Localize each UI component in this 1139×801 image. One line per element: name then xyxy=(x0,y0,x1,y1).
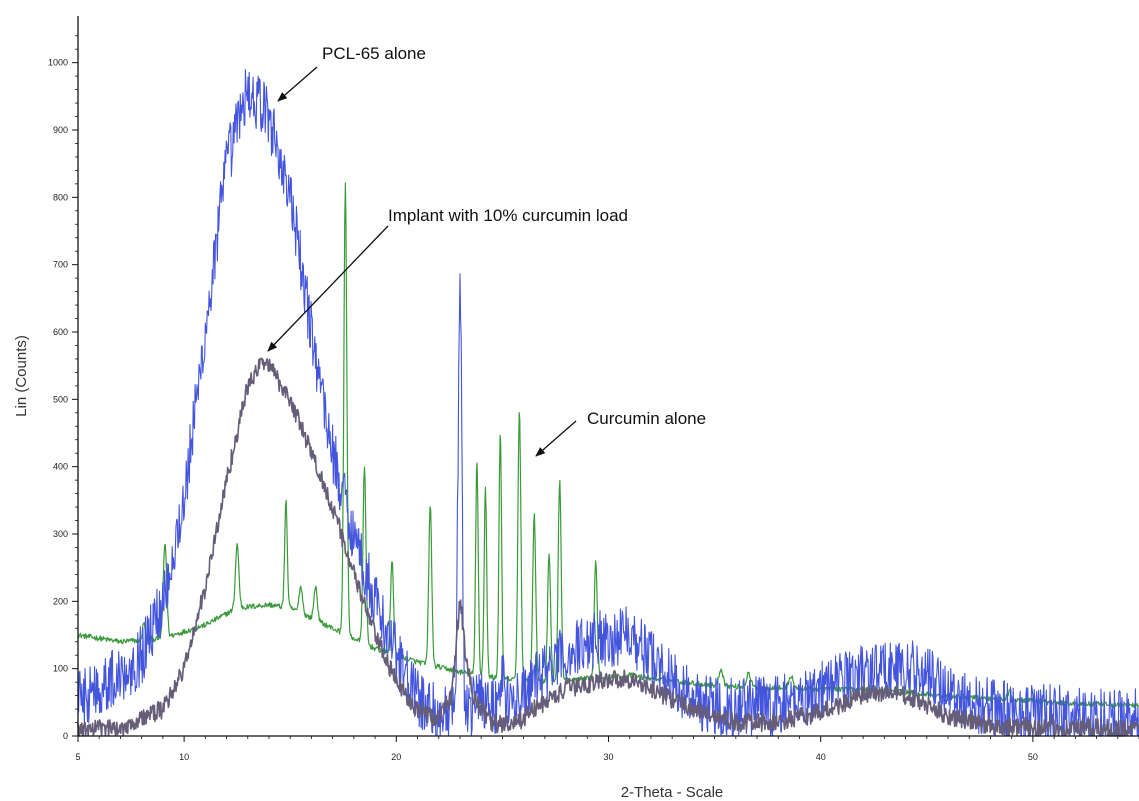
x-tick-label: 40 xyxy=(816,752,826,762)
x-tick-label: 10 xyxy=(179,752,189,762)
annotation-pcl-arrow xyxy=(277,66,318,102)
y-tick-label: 200 xyxy=(53,596,68,606)
annotation-implant: Implant with 10% curcumin load xyxy=(267,206,628,352)
y-tick-layer: 0 100 200 300 400 500 600 700 800 900 1000 xyxy=(48,35,78,741)
x-tick-layer: 5 10 20 30 40 50 xyxy=(75,736,1139,762)
annotation-implant-label: Implant with 10% curcumin load xyxy=(388,206,628,225)
y-tick-label: 500 xyxy=(53,394,68,404)
y-tick-label: 700 xyxy=(53,260,68,270)
y-tick-label: 0 xyxy=(63,731,68,741)
y-tick-label: 100 xyxy=(53,664,68,674)
annotation-curcumin-arrow xyxy=(535,420,577,457)
annotation-curcumin-label: Curcumin alone xyxy=(587,409,706,428)
x-tick-label: 20 xyxy=(391,752,401,762)
annotation-pcl: PCL-65 alone xyxy=(277,44,426,102)
x-axis-title: 2-Theta - Scale xyxy=(621,784,724,801)
annotation-implant-arrow xyxy=(267,225,389,352)
series-line-3 xyxy=(77,357,1139,737)
x-tick-label: 5 xyxy=(75,752,80,762)
y-tick-label: 900 xyxy=(53,125,68,135)
y-tick-label: 800 xyxy=(53,192,68,202)
y-axis-title: Lin (Counts) xyxy=(13,335,30,417)
x-tick-label: 50 xyxy=(1028,752,1038,762)
annotation-pcl-label: PCL-65 alone xyxy=(322,44,426,63)
y-tick-label: 600 xyxy=(53,327,68,337)
series-layer xyxy=(77,69,1139,737)
y-tick-label: 400 xyxy=(53,462,68,472)
y-tick-label: 300 xyxy=(53,529,68,539)
series-line-2 xyxy=(77,69,1139,737)
annotation-curcumin: Curcumin alone xyxy=(535,409,706,457)
y-tick-label: 1000 xyxy=(48,58,68,68)
x-tick-label: 30 xyxy=(603,752,613,762)
